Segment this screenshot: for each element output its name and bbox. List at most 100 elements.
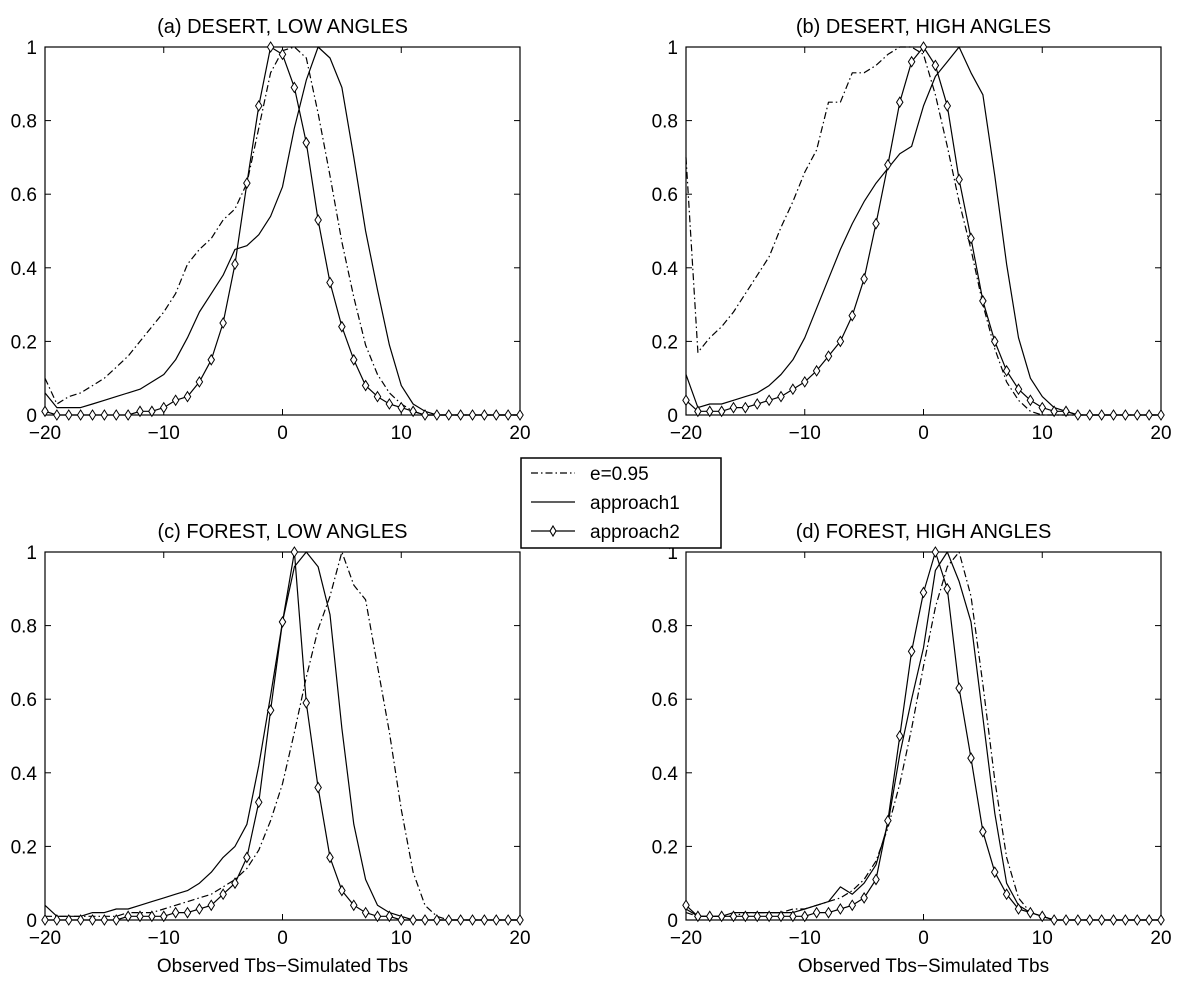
data-point-approach2 <box>955 173 963 186</box>
data-point-approach2 <box>1014 383 1023 396</box>
x-tick-label: −20 <box>29 423 61 444</box>
x-tick-label: 20 <box>509 423 530 444</box>
data-point-approach2 <box>468 914 477 926</box>
data-point-approach2 <box>812 906 821 919</box>
legend-label-approach2: approach2 <box>590 522 680 543</box>
chart-title: (a) DESERT, LOW ANGLES <box>157 16 408 38</box>
data-point-approach2 <box>100 914 109 926</box>
data-point-approach2 <box>1074 409 1082 421</box>
data-point-approach2 <box>468 409 477 421</box>
data-point-approach2 <box>1133 914 1142 926</box>
data-point-approach2 <box>409 914 417 926</box>
data-point-approach2 <box>943 582 952 595</box>
y-tick-label: 0 <box>26 406 37 427</box>
data-point-approach2 <box>717 910 726 923</box>
data-point-approach2 <box>219 888 227 901</box>
data-point-approach2 <box>53 914 61 926</box>
data-point-approach2 <box>254 99 263 112</box>
data-point-approach2 <box>1026 394 1035 407</box>
x-tick-label: −10 <box>789 928 821 949</box>
data-point-approach2 <box>516 409 524 421</box>
y-tick-label: 1 <box>667 543 678 564</box>
chart-panel-d: (d) FOREST, HIGH ANGLES −20 −10 0 10 20 0 0.2 0.… <box>652 521 1172 977</box>
data-point-approach2 <box>444 914 453 926</box>
x-tick-label: 20 <box>1150 423 1171 444</box>
data-point-approach2 <box>504 409 512 421</box>
data-point-approach2 <box>1145 914 1153 926</box>
data-point-approach2 <box>765 910 773 923</box>
x-tick-label: 10 <box>391 928 412 949</box>
x-tick-label: 0 <box>277 423 288 444</box>
y-tick-label: 0 <box>667 911 678 932</box>
data-point-approach2 <box>824 350 833 363</box>
data-point-approach2 <box>705 910 714 923</box>
data-point-approach2 <box>729 910 738 923</box>
data-point-approach2 <box>76 914 85 926</box>
data-point-approach2 <box>243 177 251 190</box>
y-tick-label: 0.2 <box>11 332 37 353</box>
chart-title: (d) FOREST, HIGH ANGLES <box>796 521 1052 543</box>
data-point-approach2 <box>800 910 809 923</box>
data-point-approach2 <box>290 81 299 94</box>
series-line-e-0-95 <box>45 551 520 921</box>
series-line-approach1 <box>44 46 520 416</box>
data-point-approach2 <box>433 409 441 421</box>
data-point-approach2 <box>456 409 465 421</box>
y-tick-label: 0 <box>667 406 678 427</box>
data-point-approach2 <box>860 272 868 285</box>
data-point-approach2 <box>397 914 406 926</box>
chart-panel-c: (c) FOREST, LOW ANGLES −20 −10 0 10 20 0 0.2 0.4… <box>11 521 531 977</box>
data-point-approach2 <box>1085 914 1094 926</box>
data-point-approach2 <box>112 409 121 421</box>
data-point-approach2 <box>41 914 49 926</box>
legend-label-approach1: approach1 <box>590 493 680 514</box>
data-point-approach2 <box>480 409 489 421</box>
y-tick-label: 0.2 <box>11 837 37 858</box>
data-point-approach2 <box>1097 409 1106 421</box>
series-line-e-0-95 <box>685 46 1161 416</box>
data-point-approach2 <box>480 914 489 926</box>
data-point-approach2 <box>694 910 702 923</box>
data-point-approach2 <box>148 405 156 418</box>
data-point-approach2 <box>64 914 73 926</box>
x-axis-label: Observed Tbs−Simulated Tbs <box>157 956 408 977</box>
data-point-approach2 <box>907 645 916 658</box>
chart-panel-b: (b) DESERT, HIGH ANGLES −20 −10 0 10 20 0 0.2 0.… <box>652 16 1172 444</box>
data-point-approach2 <box>195 375 204 388</box>
data-point-approach2 <box>753 398 762 410</box>
data-point-approach2 <box>349 899 358 912</box>
y-tick-label: 0.6 <box>652 690 678 711</box>
data-point-approach2 <box>492 914 501 926</box>
data-point-approach2 <box>789 383 797 396</box>
data-point-approach2 <box>456 914 465 926</box>
data-point-approach2 <box>1085 409 1094 421</box>
data-point-approach2 <box>1145 409 1153 421</box>
x-axis-label: Observed Tbs−Simulated Tbs <box>798 956 1049 977</box>
data-point-approach2 <box>812 364 821 377</box>
chart-title: (c) FOREST, LOW ANGLES <box>157 521 407 543</box>
data-point-approach2 <box>349 353 358 366</box>
data-point-approach2 <box>777 910 785 923</box>
data-point-approach2 <box>444 409 453 421</box>
x-tick-label: 10 <box>391 423 412 444</box>
data-point-approach2 <box>848 899 857 912</box>
x-tick-label: 10 <box>1032 928 1053 949</box>
data-point-approach2 <box>824 906 833 919</box>
data-point-approach2 <box>231 258 239 271</box>
x-tick-label: 10 <box>1032 423 1053 444</box>
data-point-approach2 <box>183 906 192 919</box>
data-point-approach2 <box>1002 364 1011 377</box>
data-point-approach2 <box>1014 903 1023 915</box>
y-tick-label: 0.4 <box>652 764 679 785</box>
data-point-approach2 <box>326 851 334 864</box>
data-point-approach2 <box>1062 405 1070 418</box>
x-tick-label: 0 <box>918 928 929 949</box>
data-point-approach2 <box>243 851 251 864</box>
series-line-approach1 <box>685 46 1161 416</box>
data-point-approach2 <box>183 390 192 403</box>
y-tick-label: 0.2 <box>652 837 678 858</box>
data-point-approach2 <box>694 405 702 418</box>
data-point-approach2 <box>88 409 97 421</box>
data-point-approach2 <box>800 375 809 388</box>
data-point-approach2 <box>884 158 892 171</box>
